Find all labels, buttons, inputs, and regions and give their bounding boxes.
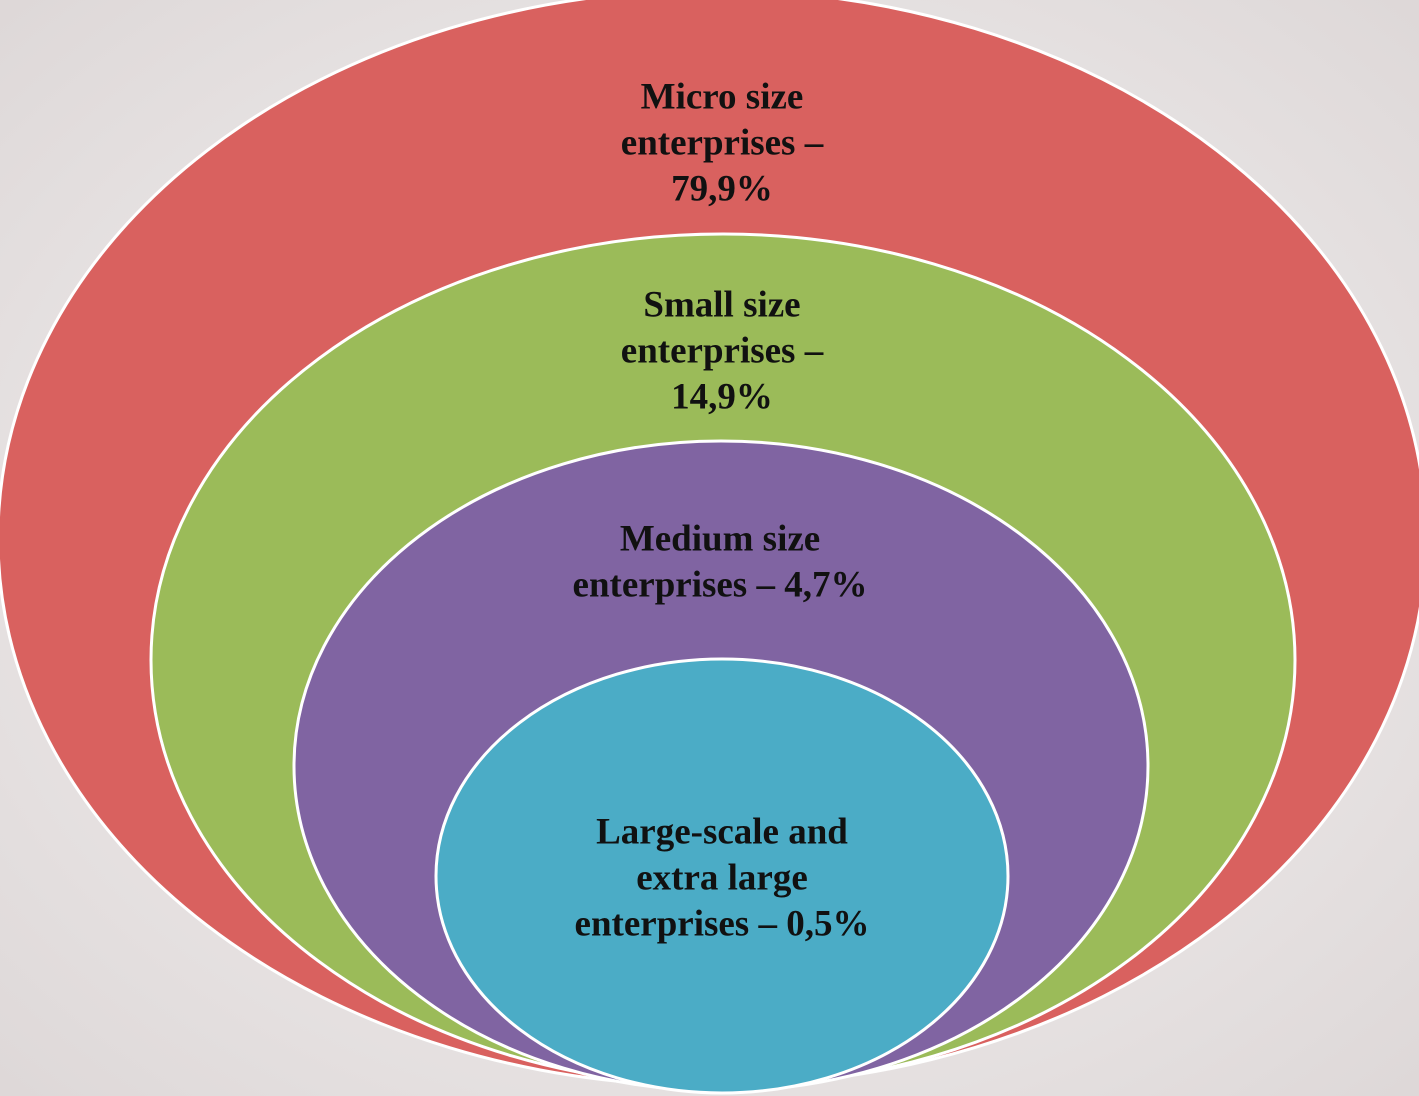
node-label: 14,9%: [671, 376, 773, 417]
large-ellipse: [434, 657, 1010, 1095]
labels: Micro size enterprises – 79,9% Small size en…: [573, 76, 870, 944]
node-label: enterprises – 4,7%: [573, 564, 868, 605]
node-label: 79,9%: [671, 168, 773, 209]
node-label: Large-scale and: [596, 811, 848, 852]
node-label: enterprises –: [621, 330, 824, 371]
node-label: enterprises – 0,5%: [575, 903, 870, 944]
node-label: Micro size: [641, 76, 804, 117]
node-label: enterprises –: [621, 122, 824, 163]
node-label: Medium size: [620, 518, 820, 559]
node-label: Small size: [643, 284, 800, 325]
node-label: extra large: [636, 857, 808, 898]
